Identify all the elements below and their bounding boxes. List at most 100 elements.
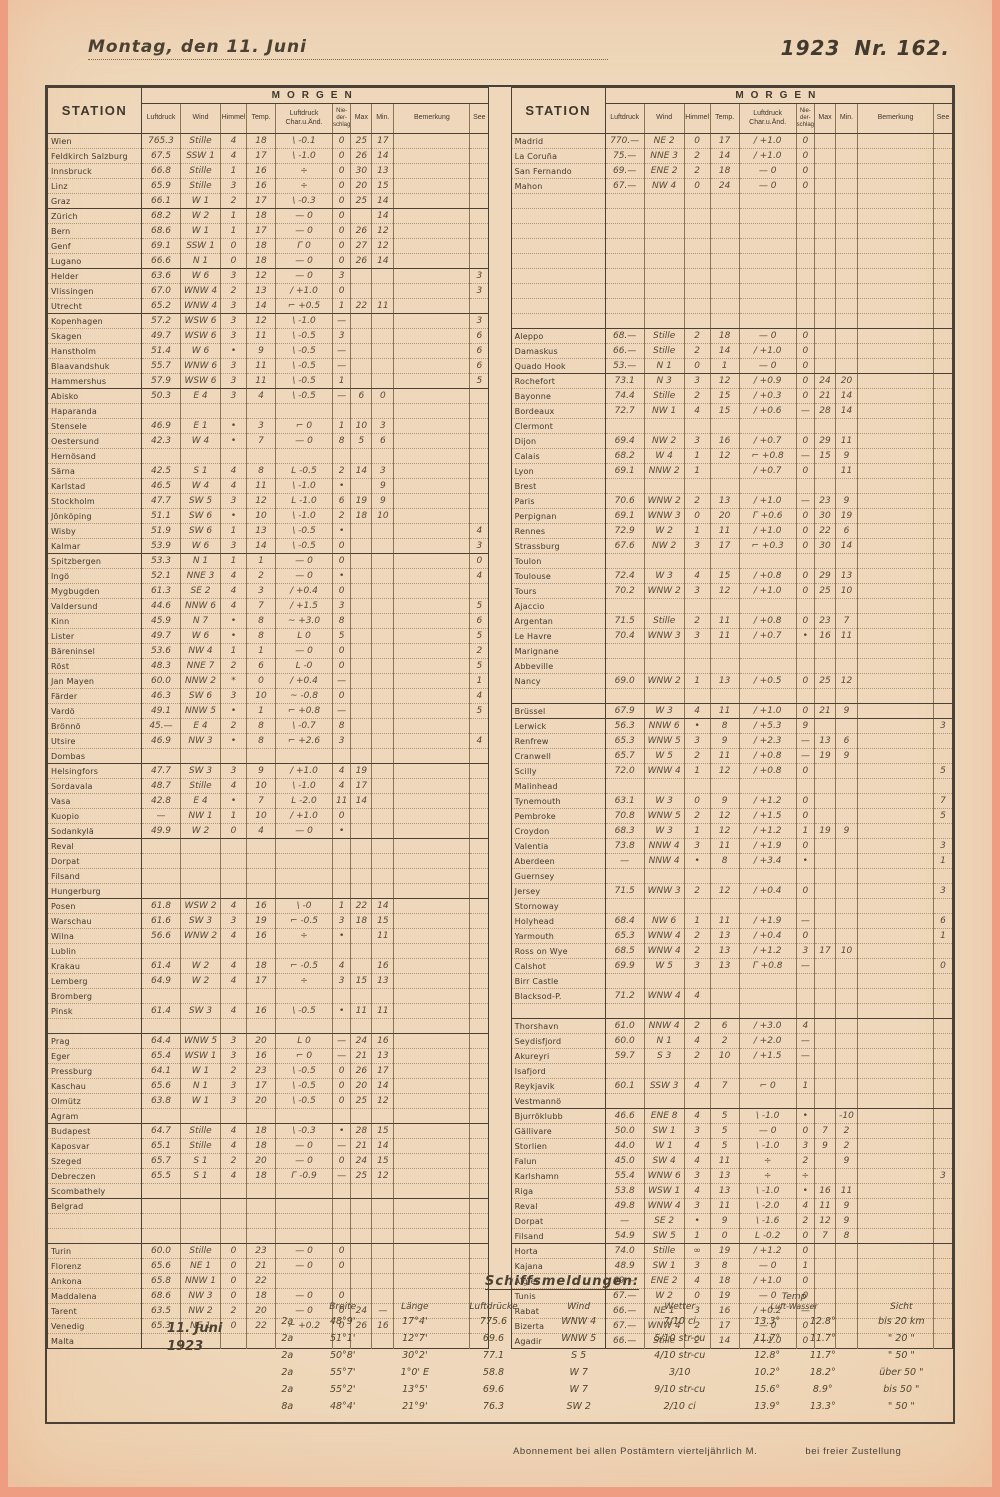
value-cell [604, 478, 645, 494]
station-cell: Helsingfors [47, 763, 142, 779]
value-cell: — [795, 1048, 815, 1064]
value-cell: 12°7' [402, 1332, 428, 1344]
value-cell [643, 478, 685, 494]
value-cell: 9 [835, 1213, 858, 1229]
value-cell: 20 [246, 1093, 276, 1109]
station-cell [511, 223, 606, 239]
value-cell: 11 [709, 628, 740, 644]
col-laenge: Länge [401, 1302, 429, 1313]
station-cell: Tynemouth [511, 793, 606, 809]
table-row: Renfrew 65.3 WNW 5 3 9/ +2.3—13 6 [511, 733, 953, 749]
value-cell: 0 [331, 553, 351, 569]
table-row: Karlstad 46.5 W 4 4 11 \ -1.0 • 9 [47, 478, 489, 494]
value-cell: 26 [350, 223, 372, 239]
value-cell: 5 [469, 703, 489, 719]
station-cell: Blacksod-P. [511, 988, 606, 1004]
value-cell: 4 [220, 973, 247, 989]
value-cell: 13.9° [754, 1400, 781, 1412]
value-cell [709, 313, 740, 329]
value-cell: 4 [683, 403, 711, 419]
value-cell: L -0.5 [275, 463, 333, 479]
value-cell: — [331, 313, 351, 329]
value-cell: 4 [220, 463, 247, 479]
value-cell [469, 1258, 489, 1274]
value-cell [331, 1273, 351, 1289]
value-cell: 15 [709, 568, 740, 584]
value-cell: 0 [795, 703, 815, 719]
value-cell: 13 [709, 673, 740, 689]
value-cell: 0 [683, 508, 711, 524]
value-cell [469, 1048, 489, 1064]
value-cell [643, 1063, 685, 1079]
value-cell: W 3 [643, 793, 685, 809]
value-cell [683, 223, 711, 239]
value-cell: 70.4 [604, 628, 645, 644]
value-cell: 65.6 [141, 1258, 181, 1274]
value-cell: 54.9 [604, 1228, 645, 1244]
value-cell: — 0 [738, 358, 797, 374]
value-cell: Stille [180, 1243, 221, 1259]
value-cell [371, 553, 394, 569]
value-cell [814, 1273, 836, 1289]
journal-page: Montag, den 11. Juni 1923 Nr. 162. STATIO… [8, 0, 992, 1487]
value-cell [393, 1063, 470, 1079]
value-cell: 12 [709, 808, 740, 824]
value-cell: 2 [683, 388, 711, 404]
value-cell: 1 [683, 673, 711, 689]
table-row: Riga 53.8 WSW 1 4 13 \ -1.0 • 16 11 [511, 1183, 953, 1199]
value-cell [795, 253, 815, 269]
value-cell [835, 343, 858, 359]
value-cell: • [795, 1183, 815, 1199]
value-cell [393, 793, 470, 809]
value-cell: / +0.3 [738, 388, 797, 404]
value-cell: — [795, 448, 815, 464]
value-cell: W 3 [643, 568, 685, 584]
value-cell [469, 1138, 489, 1154]
value-cell [814, 658, 836, 674]
value-cell: ~ -0.8 [275, 688, 333, 704]
value-cell: 72.4 [604, 568, 645, 584]
value-cell: W 2 [643, 1288, 685, 1304]
value-cell: 1 [683, 463, 711, 479]
value-cell [814, 928, 836, 944]
value-cell: 11 [709, 838, 740, 854]
value-cell [857, 1183, 934, 1199]
value-cell: 23 [246, 1063, 276, 1079]
value-cell [933, 583, 953, 599]
value-cell [393, 808, 470, 824]
value-cell: 3 [683, 583, 711, 599]
value-cell [371, 1213, 394, 1229]
value-cell: 9 [835, 493, 858, 509]
value-cell [835, 1033, 858, 1049]
value-cell: 70.8 [604, 808, 645, 824]
value-cell: • [683, 1213, 711, 1229]
value-cell: 28 [814, 403, 836, 419]
value-cell: 4 [220, 148, 247, 164]
value-cell: Stille [643, 388, 685, 404]
value-cell: 3 [220, 388, 247, 404]
value-cell [469, 988, 489, 1004]
value-cell: 74.0 [604, 1243, 645, 1259]
station-cell: Vlissingen [47, 283, 142, 299]
value-cell: 29 [814, 433, 836, 449]
value-cell [857, 1273, 934, 1289]
value-cell: SW 6 [180, 523, 221, 539]
value-cell [393, 883, 470, 899]
col-ship-id [268, 1292, 306, 1313]
value-cell: 3 [469, 268, 489, 284]
value-cell [275, 853, 333, 869]
value-cell [683, 778, 711, 794]
value-cell [933, 943, 953, 959]
value-cell: 4 [331, 958, 351, 974]
value-cell: 28 [350, 1123, 372, 1139]
value-cell: 2 [220, 1063, 247, 1079]
station-cell: Eger [47, 1048, 142, 1064]
value-cell: 2 [220, 193, 247, 209]
value-cell [469, 583, 489, 599]
value-cell [835, 553, 858, 569]
value-cell: 45.— [141, 718, 181, 734]
table-row: Malinhead [511, 778, 953, 794]
value-cell [469, 178, 489, 194]
value-cell [604, 283, 645, 299]
value-cell: 3 [220, 1048, 247, 1064]
